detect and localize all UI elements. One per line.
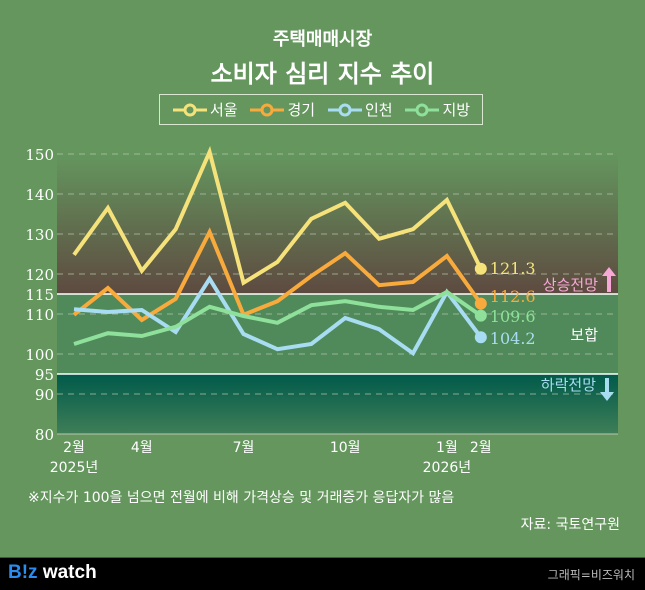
end-point-1	[475, 298, 487, 310]
y-tick-label: 130	[25, 226, 54, 244]
x-tick-label: 2월	[63, 440, 85, 456]
band-label-fall: 하락전망	[541, 376, 596, 394]
bizwatch-logo: B!z watch	[8, 562, 97, 584]
end-value-label-2: 104.2	[490, 329, 536, 348]
band-label-flat: 보합	[570, 326, 598, 344]
x-tick-label: 7월	[233, 440, 255, 456]
y-tick-label: 90	[35, 386, 54, 404]
x-tick-year: 2025년	[50, 460, 99, 476]
end-point-3	[475, 310, 487, 322]
y-tick-label: 95	[35, 366, 54, 384]
end-value-label-0: 121.3	[490, 259, 536, 278]
y-tick-label: 150	[25, 146, 54, 164]
end-point-0	[475, 263, 487, 275]
y-tick-label: 115	[25, 286, 54, 304]
end-value-label-1: 112.6	[490, 287, 536, 306]
end-value-label-3: 109.6	[490, 307, 536, 326]
y-tick-label: 110	[25, 306, 54, 324]
band-fall	[57, 374, 618, 434]
source: 자료: 국토연구원	[521, 514, 620, 534]
y-tick-label: 140	[25, 186, 54, 204]
y-tick-label: 80	[35, 426, 54, 444]
x-tick-label: 2월	[470, 440, 492, 456]
y-tick-label: 120	[25, 266, 54, 284]
footer: B!z watch 그래픽=비즈워치	[0, 557, 645, 590]
footnote: ※지수가 100을 넘으면 전월에 비해 가격상승 및 거래증가 응답자가 많음	[28, 487, 454, 507]
x-tick-label: 1월	[436, 440, 458, 456]
end-point-2	[475, 331, 487, 343]
x-tick-label: 4월	[131, 440, 153, 456]
x-tick-label: 10월	[330, 440, 361, 456]
graphic-credit: 그래픽=비즈워치	[548, 566, 635, 583]
band-label-rise: 상승전망	[543, 276, 598, 294]
line-chart: 80 90 95 100 110 115 120 130 140 150 2월 2025년 4월 7월 10…	[0, 0, 645, 480]
x-tick-year: 2026년	[423, 460, 472, 476]
y-tick-label: 100	[25, 346, 54, 364]
